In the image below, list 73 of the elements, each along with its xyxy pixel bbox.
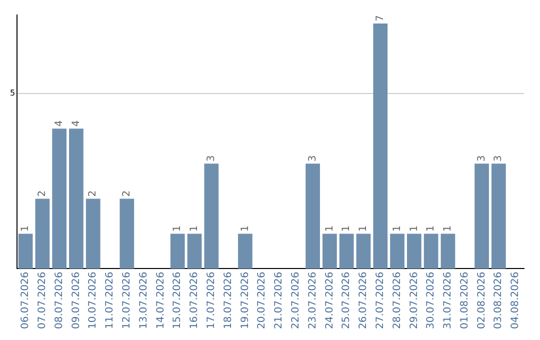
x-tick-label: 14.07.2026 bbox=[155, 272, 166, 330]
x-tick-label: 20.07.2026 bbox=[256, 272, 268, 330]
x-tick-label: 17.07.2026 bbox=[206, 272, 217, 330]
bar bbox=[390, 234, 404, 269]
bar bbox=[86, 198, 100, 269]
data-label: 2 bbox=[88, 190, 99, 197]
bar bbox=[18, 234, 33, 269]
x-tick-label: 13.07.2026 bbox=[138, 272, 150, 330]
x-tick-label: 25.07.2026 bbox=[341, 272, 352, 330]
bar bbox=[339, 234, 354, 269]
bar bbox=[35, 198, 50, 269]
y-tick-label: 5 bbox=[10, 88, 16, 98]
x-tick-label: 08.07.2026 bbox=[54, 272, 65, 330]
bar bbox=[187, 234, 202, 269]
data-label: 1 bbox=[408, 225, 420, 232]
data-label: 1 bbox=[442, 225, 454, 232]
x-tick-label: 03.08.2026 bbox=[493, 272, 504, 330]
x-tick-label: 10.07.2026 bbox=[88, 272, 99, 330]
x-tick-label: 01.08.2026 bbox=[459, 272, 470, 330]
data-label: 2 bbox=[122, 190, 133, 197]
bar bbox=[170, 234, 185, 269]
x-tick-label: 28.07.2026 bbox=[392, 272, 403, 330]
bar bbox=[322, 234, 337, 269]
x-tick-label: 24.07.2026 bbox=[324, 272, 336, 330]
data-label: 1 bbox=[358, 225, 370, 232]
bar bbox=[424, 234, 438, 269]
x-tick-label: 31.07.2026 bbox=[442, 272, 454, 330]
x-tick-label: 04.08.2026 bbox=[510, 272, 522, 330]
bar bbox=[356, 234, 371, 269]
x-tick-label: 09.07.2026 bbox=[70, 272, 82, 330]
data-label: 4 bbox=[70, 120, 82, 127]
bar bbox=[238, 234, 252, 269]
x-tick-label: 07.07.2026 bbox=[37, 272, 48, 330]
x-tick-label: 29.07.2026 bbox=[408, 272, 420, 330]
x-tick-label: 02.08.2026 bbox=[476, 272, 488, 330]
bar bbox=[120, 198, 134, 269]
data-label: 1 bbox=[20, 225, 32, 232]
data-label: 1 bbox=[341, 225, 352, 232]
x-tick-label: 26.07.2026 bbox=[358, 272, 370, 330]
bar bbox=[440, 234, 456, 269]
bar bbox=[373, 24, 388, 269]
bar bbox=[491, 164, 506, 269]
data-label: 1 bbox=[426, 225, 437, 232]
data-label: 7 bbox=[374, 15, 386, 22]
bar bbox=[474, 164, 489, 269]
x-tick-label: 11.07.2026 bbox=[104, 272, 116, 330]
x-tick-label: 30.07.2026 bbox=[426, 272, 437, 330]
data-label: 3 bbox=[476, 155, 488, 162]
x-tick-label: 16.07.2026 bbox=[189, 272, 200, 330]
x-tick-label: 27.07.2026 bbox=[374, 272, 386, 330]
data-label: 1 bbox=[189, 225, 200, 232]
bar bbox=[204, 164, 219, 269]
data-label: 3 bbox=[493, 155, 504, 162]
bar bbox=[69, 128, 84, 269]
x-tick-label: 15.07.2026 bbox=[172, 272, 184, 330]
data-label: 2 bbox=[37, 190, 48, 197]
x-tick-label: 21.07.2026 bbox=[274, 272, 285, 330]
data-label: 3 bbox=[307, 155, 318, 162]
x-tick-label: 06.07.2026 bbox=[20, 272, 32, 330]
data-label: 1 bbox=[392, 225, 403, 232]
data-label: 1 bbox=[240, 225, 251, 232]
data-label: 4 bbox=[54, 120, 65, 127]
x-tick-label: 19.07.2026 bbox=[240, 272, 251, 330]
x-tick-label: 18.07.2026 bbox=[222, 272, 234, 330]
bar bbox=[306, 164, 320, 269]
x-tick-label: 23.07.2026 bbox=[307, 272, 318, 330]
bar bbox=[406, 234, 422, 269]
x-tick-label: 12.07.2026 bbox=[122, 272, 133, 330]
data-label: 1 bbox=[172, 225, 184, 232]
bar bbox=[52, 128, 67, 269]
data-label: 3 bbox=[206, 155, 217, 162]
x-tick-label: 22.07.2026 bbox=[290, 272, 302, 330]
data-label: 1 bbox=[324, 225, 336, 232]
